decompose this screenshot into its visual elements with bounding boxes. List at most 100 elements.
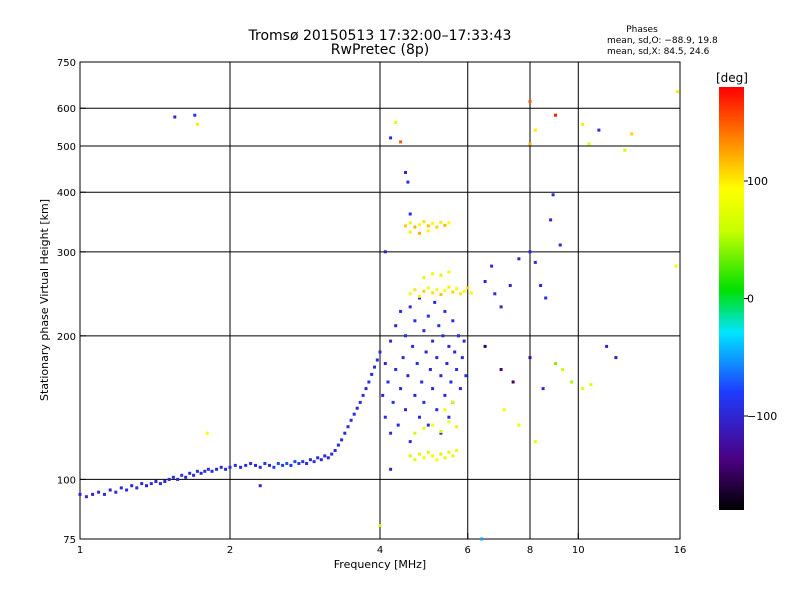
data-point (451, 400, 455, 404)
data-point (333, 449, 337, 452)
data-point (103, 492, 106, 496)
data-point (408, 440, 412, 444)
data-point (517, 423, 521, 427)
data-point (431, 387, 435, 391)
data-point (84, 495, 88, 499)
data-point (394, 324, 398, 328)
data-point (195, 122, 199, 126)
colorbar-tick-label: −100 (747, 410, 777, 423)
gridlines (80, 62, 680, 539)
data-point (364, 387, 368, 391)
data-point (447, 344, 451, 348)
data-point (97, 490, 101, 494)
data-point (441, 334, 445, 338)
data-point (457, 334, 460, 338)
y-axis-ticks: 75 100 200 300 400 500 600 750 (57, 58, 86, 546)
data-point (447, 270, 451, 274)
colorbar-unit: [deg] (716, 71, 748, 85)
data-point (443, 223, 447, 227)
data-point (176, 477, 180, 481)
data-point (263, 462, 267, 465)
chart-title: Tromsø 20150513 17:32:00–17:33:43 (248, 28, 512, 44)
colorbar-tick-label: 0 (747, 293, 754, 306)
data-point (455, 449, 459, 452)
stats-o-mode: mean, sd,O: −88.9, 19.8 (607, 36, 718, 46)
data-point (630, 132, 634, 136)
data-point (469, 291, 473, 295)
data-point (195, 469, 199, 473)
data-point (408, 292, 412, 296)
data-point (426, 314, 430, 318)
data-point (408, 305, 412, 309)
data-point (418, 296, 421, 300)
data-point (443, 309, 447, 313)
data-point (418, 294, 421, 298)
data-point (358, 400, 362, 404)
data-point (422, 329, 426, 333)
y-tick-label: 600 (57, 104, 76, 115)
data-point (394, 368, 398, 371)
data-point (589, 383, 593, 387)
data-point (215, 467, 219, 471)
data-point (549, 218, 553, 222)
data-point (439, 431, 443, 435)
data-point (418, 231, 421, 235)
x-tick-label: 1 (77, 545, 83, 556)
data-point (570, 380, 574, 384)
data-point (447, 285, 451, 289)
data-point (458, 292, 462, 296)
y-tick-label: 300 (57, 248, 76, 259)
data-point (297, 462, 301, 465)
y-tick-label: 75 (63, 535, 76, 546)
data-point (464, 374, 468, 378)
data-point (443, 456, 447, 460)
chart-subtitle: RwPretec (8p) (331, 42, 429, 58)
data-point (422, 276, 426, 279)
data-point (154, 480, 158, 483)
data-point (435, 356, 439, 360)
data-point (244, 463, 248, 467)
data-point (394, 121, 398, 124)
data-point (352, 412, 356, 416)
data-point (674, 264, 678, 268)
data-point (451, 454, 455, 458)
data-point (149, 482, 153, 486)
data-point (167, 477, 171, 481)
data-point (396, 423, 400, 427)
x-tick-label: 8 (527, 545, 533, 556)
data-point (462, 289, 466, 293)
data-point (399, 309, 403, 313)
data-point (258, 484, 262, 488)
data-point (203, 469, 207, 473)
data-point (281, 463, 285, 467)
data-point (415, 362, 419, 365)
colorbar-gradient (719, 87, 744, 510)
data-point (404, 171, 407, 174)
data-point (276, 462, 280, 465)
data-point (378, 524, 382, 528)
data-point (389, 467, 393, 471)
data-point (460, 356, 464, 360)
data-point (413, 225, 417, 229)
data-point (413, 319, 417, 323)
data-point (205, 431, 209, 435)
data-point (424, 350, 428, 354)
data-point (268, 463, 271, 467)
data-point (455, 368, 459, 371)
data-point (422, 220, 426, 224)
data-point (462, 339, 466, 343)
data-point (431, 339, 435, 343)
data-point (378, 350, 382, 354)
data-point (383, 362, 387, 365)
data-point (389, 136, 393, 140)
data-point (180, 473, 184, 477)
data-point (451, 319, 455, 323)
y-axis-label: Stationary phase Virtual Height [km] (38, 199, 51, 401)
data-point (389, 431, 393, 435)
data-point (554, 362, 557, 365)
data-point (114, 490, 118, 494)
data-point (587, 142, 591, 146)
data-point (581, 122, 585, 126)
data-point (426, 224, 430, 228)
